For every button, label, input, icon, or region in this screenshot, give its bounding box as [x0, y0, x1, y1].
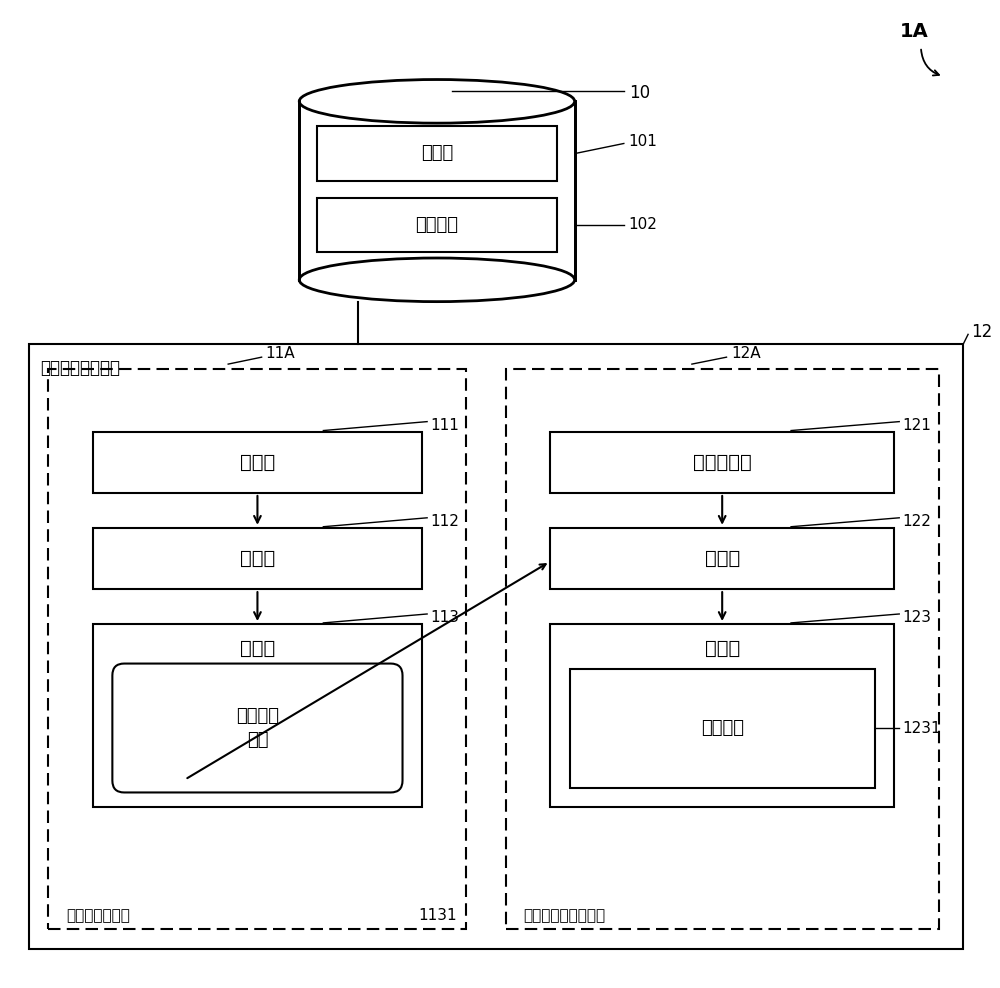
Text: 学习处理装置部: 学习处理装置部 — [66, 908, 130, 923]
Text: 存储部: 存储部 — [240, 639, 275, 658]
Text: 113: 113 — [430, 611, 459, 625]
FancyBboxPatch shape — [550, 623, 894, 807]
Text: 推定结果: 推定结果 — [701, 719, 744, 737]
Text: 102: 102 — [629, 217, 658, 232]
FancyBboxPatch shape — [550, 528, 894, 589]
Text: 12: 12 — [971, 323, 992, 342]
Text: 121: 121 — [902, 418, 931, 433]
Text: 对话数据: 对话数据 — [415, 215, 458, 234]
FancyBboxPatch shape — [550, 432, 894, 493]
FancyBboxPatch shape — [570, 669, 875, 787]
Text: 101: 101 — [629, 134, 658, 149]
FancyBboxPatch shape — [93, 528, 422, 589]
Text: 112: 112 — [430, 515, 459, 530]
Text: 111: 111 — [430, 418, 459, 433]
Text: 存储部: 存储部 — [705, 639, 740, 658]
FancyBboxPatch shape — [93, 432, 422, 493]
Text: 对话取得部: 对话取得部 — [693, 453, 752, 471]
Text: 语料库: 语料库 — [421, 144, 453, 162]
Text: 11A: 11A — [266, 346, 295, 362]
FancyBboxPatch shape — [317, 126, 557, 181]
Bar — [299, 102, 575, 280]
Text: 对话行为推定装置部: 对话行为推定装置部 — [524, 908, 606, 923]
Text: 10: 10 — [629, 84, 650, 103]
Text: 122: 122 — [902, 515, 931, 530]
FancyBboxPatch shape — [317, 198, 557, 252]
Text: 1131: 1131 — [418, 908, 457, 923]
Text: 123: 123 — [902, 611, 931, 625]
FancyBboxPatch shape — [29, 344, 963, 949]
Text: 学习部: 学习部 — [240, 549, 275, 568]
Text: 学习结果
信息: 学习结果 信息 — [236, 707, 279, 749]
Text: 推定部: 推定部 — [705, 549, 740, 568]
FancyBboxPatch shape — [48, 370, 466, 930]
Text: 对话行为推定装置: 对话行为推定装置 — [41, 360, 121, 377]
FancyBboxPatch shape — [506, 370, 939, 930]
FancyBboxPatch shape — [112, 664, 403, 792]
Text: 1A: 1A — [900, 23, 928, 41]
FancyBboxPatch shape — [93, 623, 422, 807]
Ellipse shape — [299, 258, 575, 301]
Text: 12A: 12A — [731, 346, 760, 362]
Text: 1231: 1231 — [902, 720, 941, 735]
Ellipse shape — [299, 79, 575, 124]
Text: 取得部: 取得部 — [240, 453, 275, 471]
